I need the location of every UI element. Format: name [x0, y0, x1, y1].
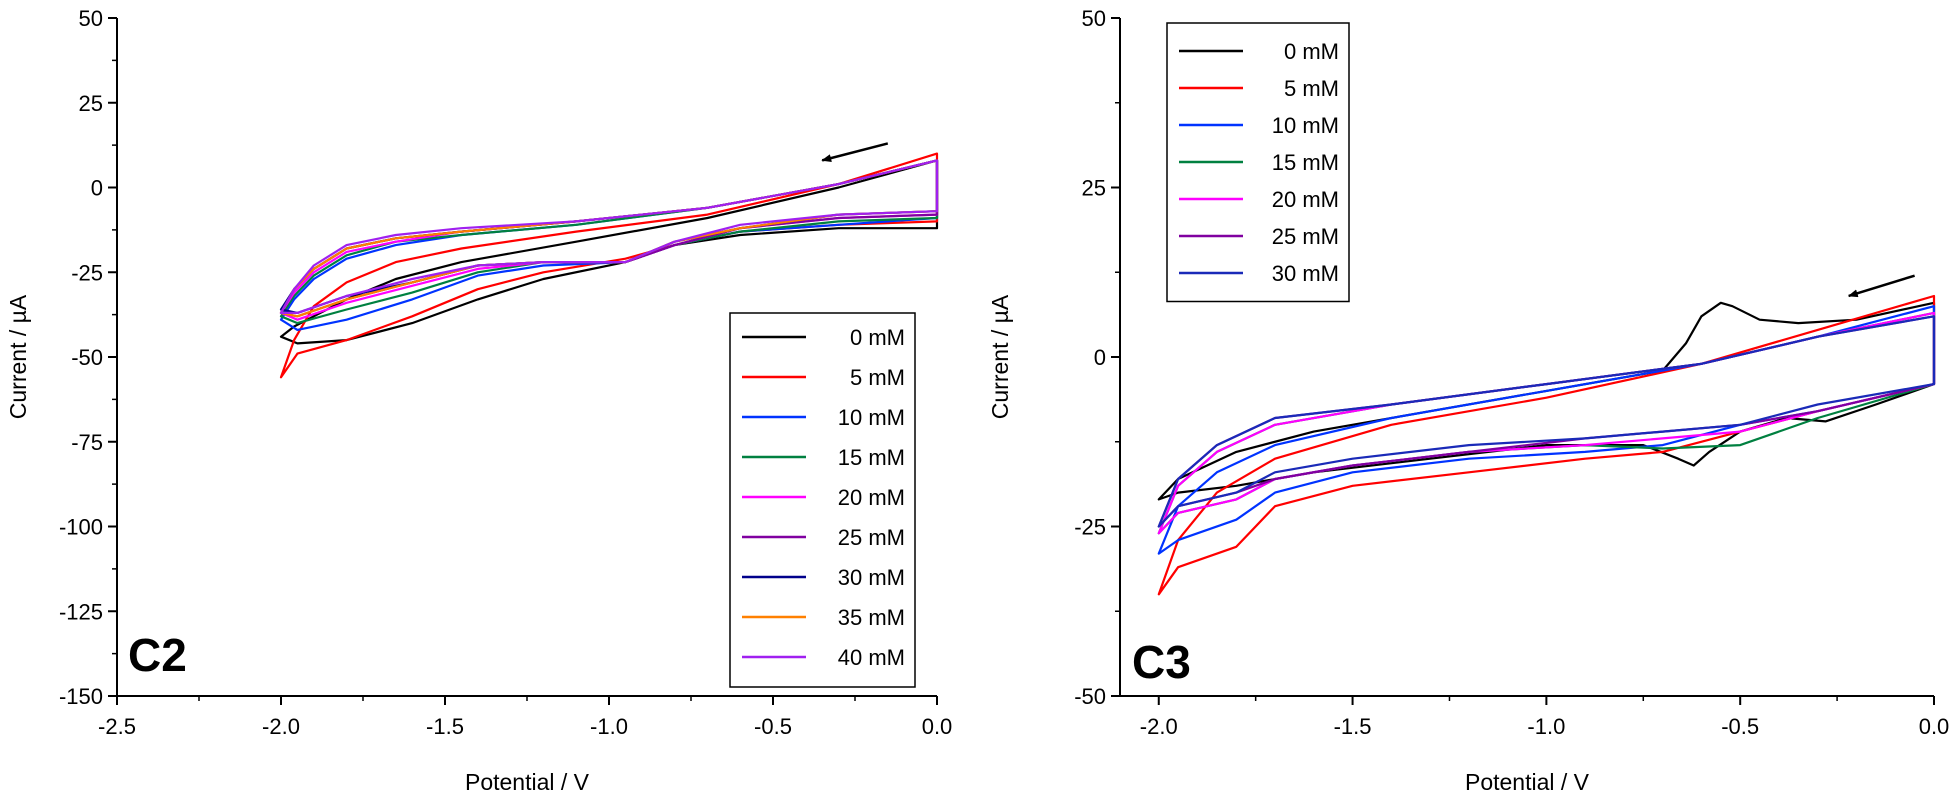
x-tick-label: 0.0 [922, 714, 953, 739]
x-tick-label: -1.0 [590, 714, 628, 739]
series-line [1157, 301, 1936, 501]
y-tick-label: 50 [79, 6, 103, 31]
legend-label: 20 mM [838, 485, 905, 510]
x-axis-title: Potential / V [1465, 769, 1590, 795]
y-tick-label: -150 [59, 684, 103, 709]
legend-label: 10 mM [838, 405, 905, 430]
y-tick-label: -125 [59, 599, 103, 624]
y-tick-label: -25 [1074, 515, 1106, 540]
y-axis-title: Current / µA [987, 294, 1013, 419]
x-tick-label: 0.0 [1919, 714, 1949, 739]
legend-label: 10 mM [1272, 113, 1339, 138]
x-tick-label: -2.0 [262, 714, 300, 739]
x-tick-label: -2.5 [98, 714, 136, 739]
y-tick-label: 0 [91, 176, 103, 201]
legend-label: 30 mM [1272, 261, 1339, 286]
y-tick-label: -25 [71, 260, 103, 285]
legend-label: 0 mM [850, 325, 905, 350]
scan-direction-arrow [1847, 274, 1915, 298]
legend-box [729, 312, 916, 688]
y-tick-label: -50 [1074, 684, 1106, 709]
scan-direction-arrow [821, 142, 889, 163]
series-line [1157, 305, 1936, 555]
legend-label: 5 mM [1284, 76, 1339, 101]
legend-label: 25 mM [838, 525, 905, 550]
y-tick-label: 0 [1094, 345, 1106, 370]
y-tick-label: 25 [79, 91, 103, 116]
series-line [279, 159, 939, 318]
x-tick-label: -0.5 [1721, 714, 1759, 739]
series-line [279, 159, 939, 345]
x-tick-label: -1.5 [1334, 714, 1372, 739]
legend-label: 20 mM [1272, 187, 1339, 212]
x-tick-label: -1.5 [426, 714, 464, 739]
legend-label: 0 mM [1284, 39, 1339, 64]
legend-label: 15 mM [838, 445, 905, 470]
x-tick-label: -2.0 [1140, 714, 1178, 739]
chart-panel-c3: 50 25 0 -25 -50 -2.0 -1.5 -1.0 -0.5 0.0 Potential … [987, 6, 1949, 795]
series-line [279, 159, 939, 314]
chart-panel-c2: 50 25 0 -25 -50 -75 -100 -125 -150 -2.5 -2.0 -1.5 -1… [5, 6, 952, 795]
y-tick-label: -75 [71, 430, 103, 455]
x-tick-label: -1.0 [1527, 714, 1565, 739]
legend-label: 15 mM [1272, 150, 1339, 175]
y-tick-label: 50 [1082, 6, 1106, 31]
panel-label: C3 [1132, 636, 1191, 688]
legend-label: 5 mM [850, 365, 905, 390]
x-tick-label: -0.5 [754, 714, 792, 739]
series-line [1157, 311, 1936, 535]
series-line [1157, 311, 1936, 535]
y-tick-label: -50 [71, 345, 103, 370]
y-axis-title: Current / µA [5, 294, 31, 419]
legend-label: 30 mM [838, 565, 905, 590]
series-line [1157, 294, 1936, 596]
legend-label: 25 mM [1272, 224, 1339, 249]
legend-label: 40 mM [838, 645, 905, 670]
series-line [279, 159, 939, 325]
y-tick-label: -100 [59, 515, 103, 540]
y-tick-label: 25 [1082, 176, 1106, 201]
series-line [1157, 315, 1936, 528]
panel-label: C2 [128, 629, 187, 681]
legend-label: 35 mM [838, 605, 905, 630]
x-axis-title: Potential / V [465, 769, 590, 795]
